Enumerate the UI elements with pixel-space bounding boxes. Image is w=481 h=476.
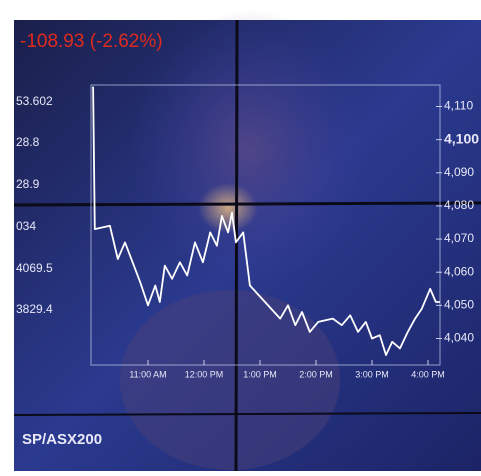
left-edge	[0, 0, 14, 471]
y-tick-label: 4,100	[444, 130, 479, 146]
y-tick-label: 4,110	[444, 99, 473, 113]
y-tick-label: 4,080	[444, 198, 474, 212]
silhouette	[130, 10, 370, 290]
left-label: 4069.5	[16, 261, 53, 275]
x-tick-label: 3:00 PM	[355, 369, 389, 379]
y-tick-label: 4,040	[444, 331, 474, 345]
bezel-h	[14, 203, 481, 205]
light-glow	[198, 183, 258, 233]
y-tick-label: 4,070	[444, 231, 474, 245]
left-label: 53.602	[16, 94, 53, 108]
x-tick-label: 1:00 PM	[243, 369, 277, 379]
x-tick-label: 12:00 PM	[185, 369, 224, 379]
x-tick-label: 11:00 AM	[129, 369, 166, 379]
left-label: 034	[16, 219, 36, 233]
silhouette-shoulder	[120, 290, 340, 470]
index-name: SP/ASX200	[22, 431, 102, 448]
photo: -108.93 (-2.62%) SP/ASX200 53.602 28.8 28.…	[0, 0, 481, 471]
y-tick-label: 4,090	[444, 165, 474, 179]
page: -108.93 (-2.62%) SP/ASX200 53.602 28.8 28.…	[0, 0, 481, 471]
y-tick-label: 4,060	[444, 264, 474, 278]
change: -108.93 (-2.62%)	[20, 31, 163, 52]
left-label: 3829.4	[16, 302, 53, 316]
x-tick-label: 4:00 PM	[411, 369, 445, 379]
y-tick-label: 4,050	[444, 298, 474, 312]
bezel-v	[236, 20, 237, 471]
x-tick-label: 2:00 PM	[299, 369, 333, 379]
left-label: 28.8	[16, 135, 40, 149]
left-label: 28.9	[16, 177, 40, 191]
